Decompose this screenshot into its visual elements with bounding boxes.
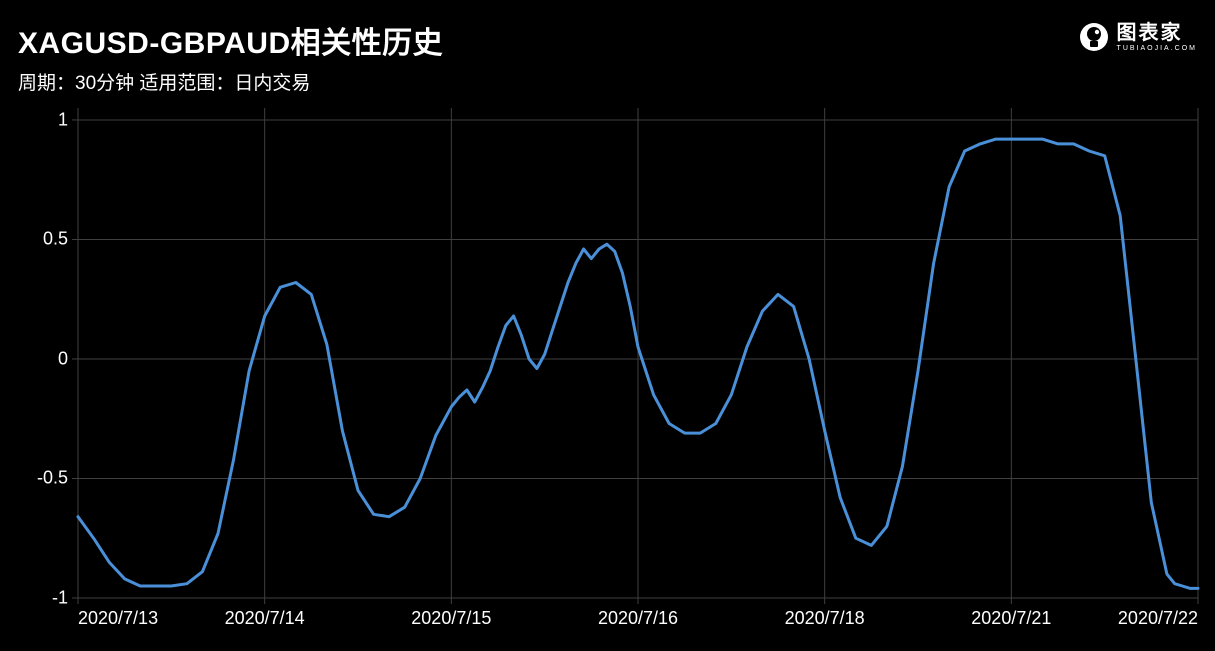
x-axis-tick-label: 2020/7/21 (971, 608, 1051, 629)
x-axis-tick-label: 2020/7/13 (78, 608, 158, 629)
brand-logo: 图表家 TUBIAOJIA.COM (1079, 22, 1197, 52)
y-axis-tick-label: -0.5 (8, 468, 68, 489)
y-axis-tick-label: 0 (8, 348, 68, 369)
x-axis-tick-label: 2020/7/18 (785, 608, 865, 629)
chart-header: XAGUSD-GBPAUD相关性历史 周期：30分钟 适用范围：日内交易 图表家… (18, 18, 1197, 95)
x-axis-tick-label: 2020/7/16 (598, 608, 678, 629)
y-axis-tick-label: -1 (8, 588, 68, 609)
y-axis-tick-label: 0.5 (8, 229, 68, 250)
brand-logo-icon (1079, 22, 1109, 52)
brand-logo-text: 图表家 (1117, 23, 1197, 43)
x-axis-tick-label: 2020/7/22 (1118, 608, 1198, 629)
x-axis-tick-label: 2020/7/15 (411, 608, 491, 629)
chart-subtitle: 周期：30分钟 适用范围：日内交易 (18, 68, 443, 95)
brand-logo-subtext: TUBIAOJIA.COM (1117, 45, 1197, 52)
y-axis-tick-label: 1 (8, 109, 68, 130)
chart-title: XAGUSD-GBPAUD相关性历史 (18, 18, 443, 62)
x-axis-tick-label: 2020/7/14 (225, 608, 305, 629)
correlation-line-chart: 1 0.5 0 -0.5 -1 2020/7/13 2020/7/14 2020/7/15 20… (0, 100, 1215, 640)
